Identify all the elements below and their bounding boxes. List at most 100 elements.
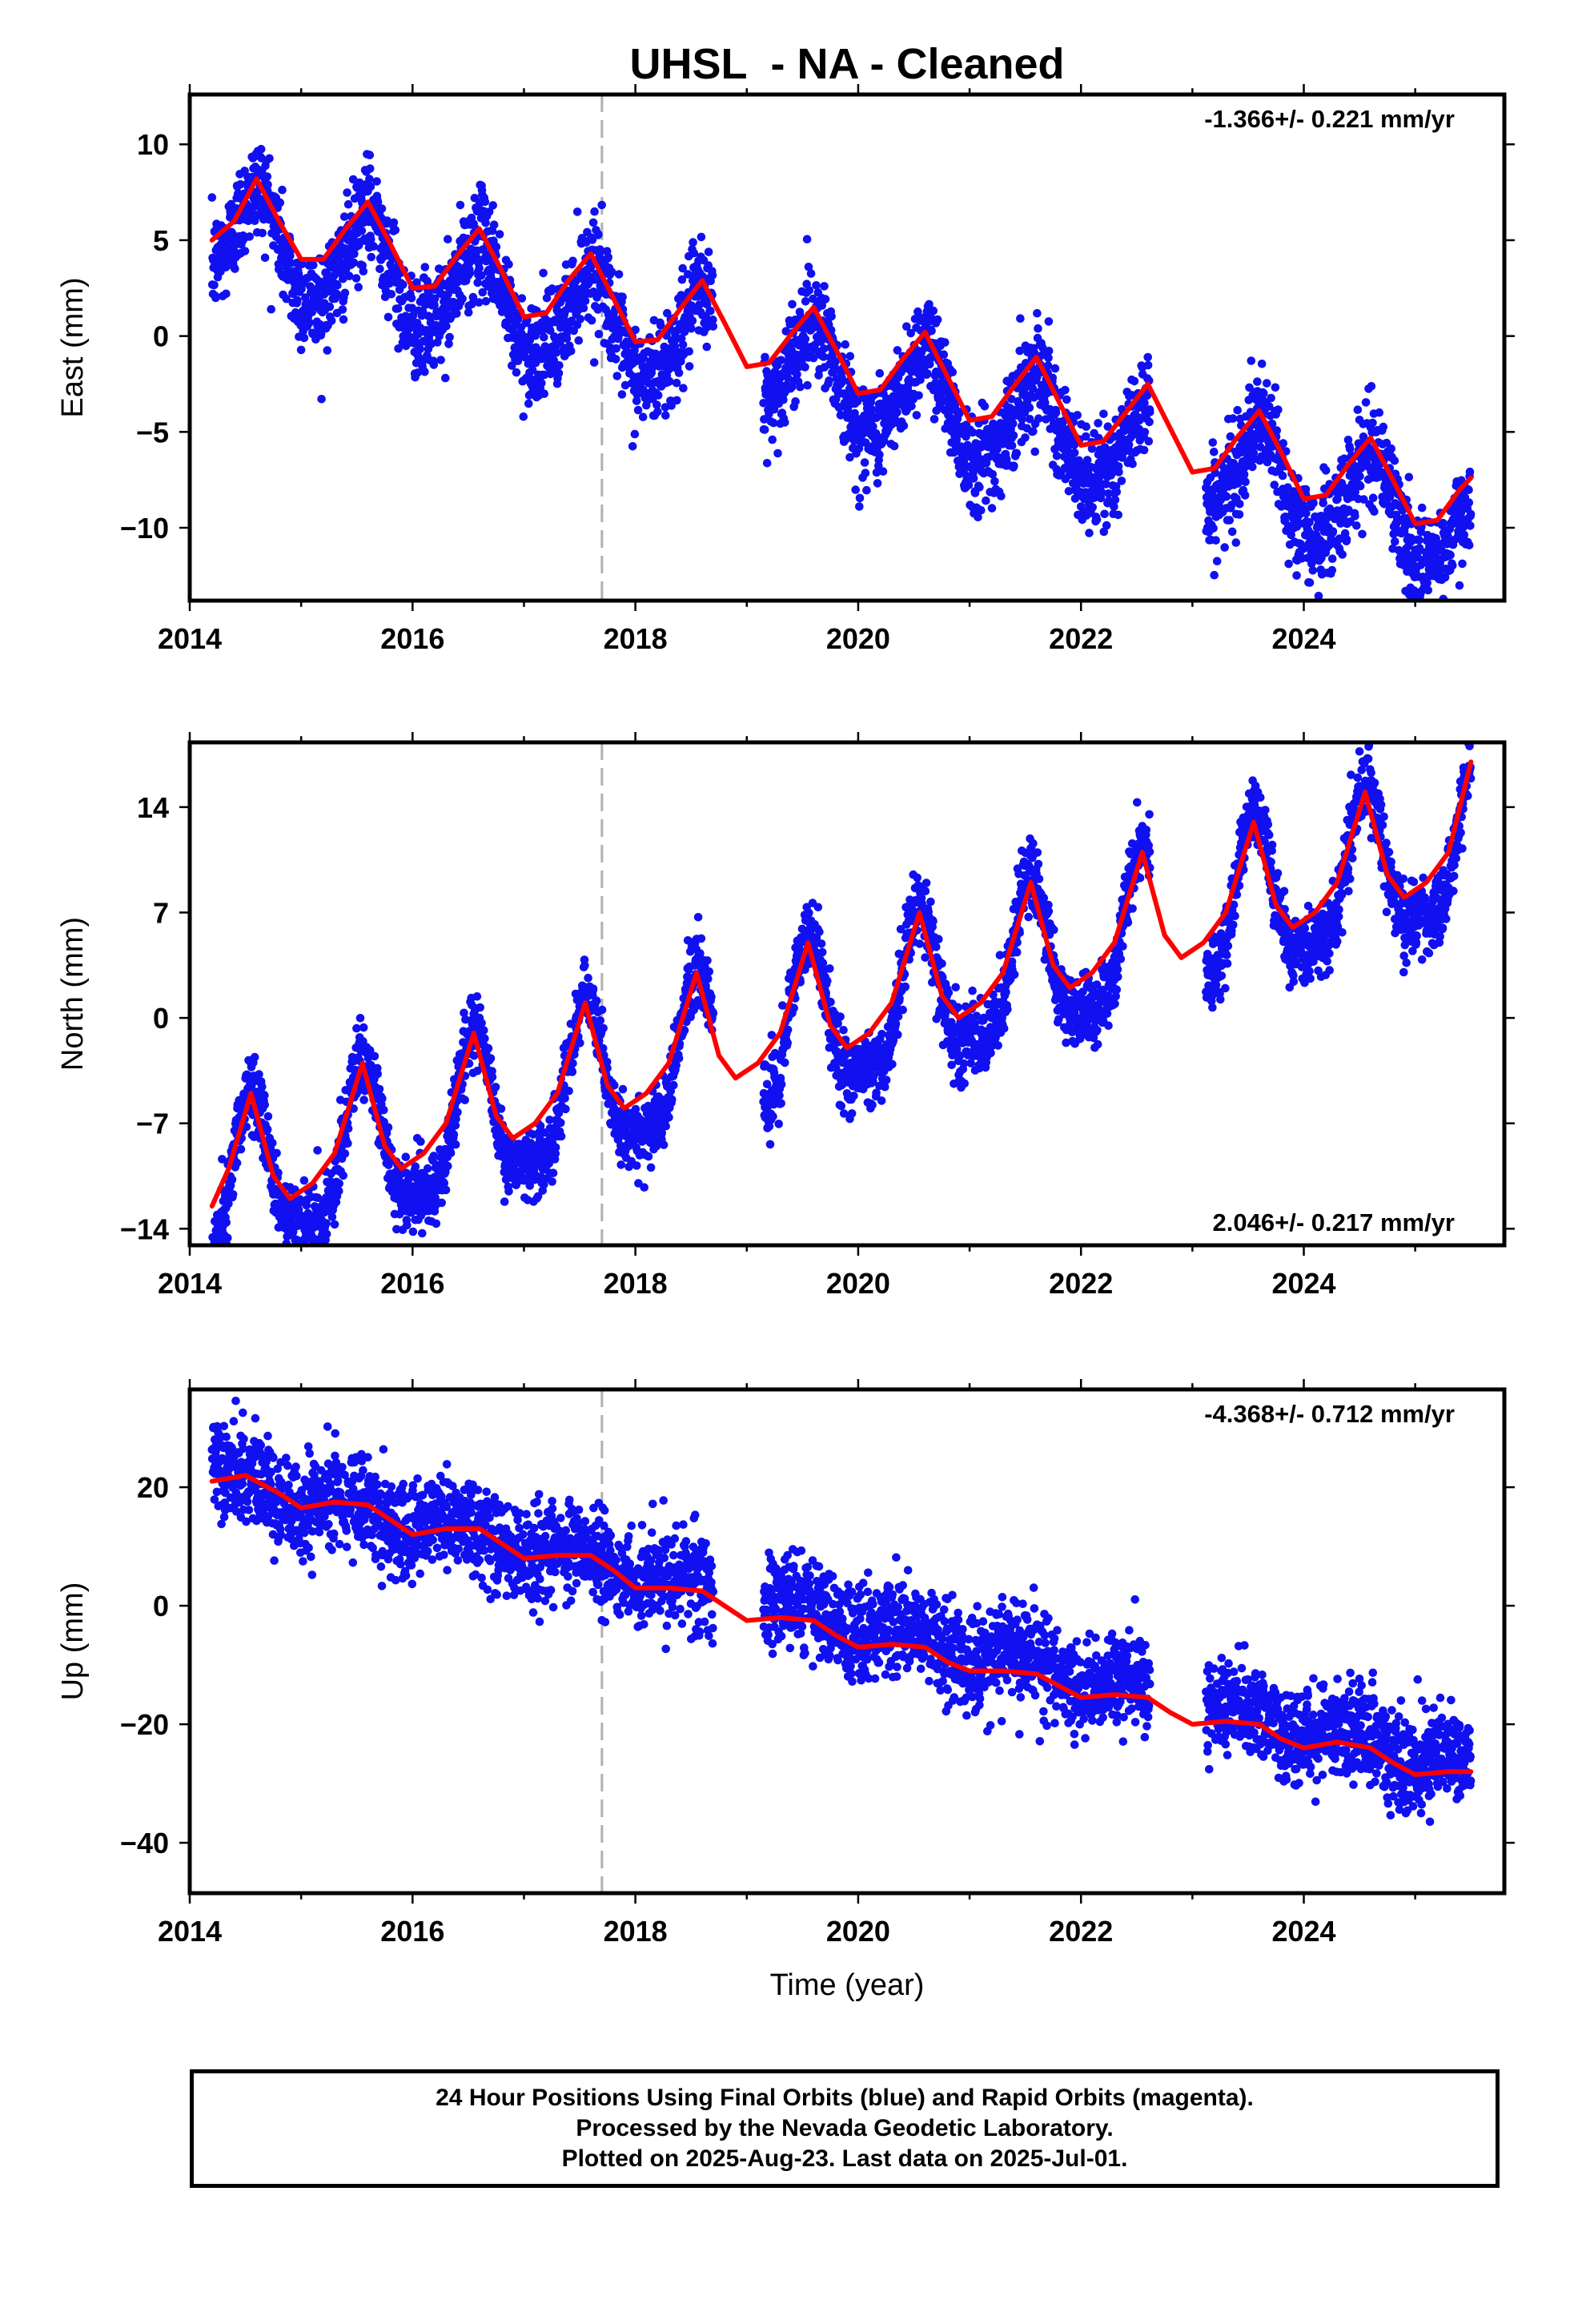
data-point	[365, 164, 375, 173]
data-point	[1421, 617, 1430, 625]
data-point	[1210, 448, 1219, 456]
data-point	[542, 293, 552, 303]
data-point	[317, 395, 326, 404]
velocity-annotation: -1.366+/- 0.221 mm/yr	[1204, 105, 1455, 133]
data-point	[678, 340, 688, 349]
data-point	[1351, 512, 1359, 521]
data-point	[970, 489, 980, 497]
data-point	[1130, 376, 1139, 386]
data-point	[927, 326, 936, 336]
data-point	[297, 1281, 306, 1290]
data-point	[1465, 467, 1475, 476]
data-point	[1368, 418, 1377, 428]
data-point	[1050, 364, 1060, 373]
data-point	[1321, 466, 1331, 475]
data-point	[330, 1220, 339, 1229]
data-point	[416, 344, 424, 354]
data-point	[354, 283, 363, 292]
data-point	[819, 344, 829, 353]
data-point	[855, 502, 864, 511]
data-point	[809, 353, 818, 363]
data-point	[227, 1175, 237, 1184]
data-point	[299, 333, 309, 343]
data-point	[427, 340, 436, 349]
data-point	[1227, 501, 1236, 509]
data-point	[524, 399, 533, 408]
data-point	[446, 1148, 456, 1157]
data-point	[1265, 402, 1274, 411]
data-point	[1387, 444, 1395, 453]
data-point	[345, 271, 354, 281]
data-point	[260, 1091, 269, 1100]
data-point	[275, 198, 285, 207]
data-point	[779, 395, 788, 404]
data-point	[420, 368, 429, 376]
data-point	[614, 270, 624, 279]
model-fit-curve	[209, 176, 1474, 527]
data-point	[365, 1046, 375, 1055]
data-point	[914, 391, 923, 400]
data-point	[677, 334, 686, 343]
data-point	[526, 1139, 536, 1148]
data-point	[939, 350, 949, 360]
data-point	[1140, 398, 1149, 408]
data-point	[231, 264, 239, 273]
data-point	[1007, 441, 1017, 450]
data-point	[411, 1162, 420, 1171]
data-point	[1328, 527, 1338, 536]
data-point	[370, 1051, 379, 1061]
data-point	[313, 1146, 322, 1155]
data-point	[263, 1112, 273, 1121]
data-point	[568, 256, 577, 266]
data-point	[222, 289, 231, 299]
data-point	[1062, 395, 1071, 404]
data-point	[359, 267, 368, 276]
data-point	[964, 480, 974, 490]
data-point	[272, 1148, 281, 1158]
data-point	[335, 1187, 343, 1196]
data-point	[349, 258, 359, 267]
data-points	[208, 742, 1476, 1290]
data-point	[1146, 408, 1154, 416]
data-point	[327, 316, 336, 325]
data-point	[436, 356, 445, 364]
data-point	[1368, 493, 1378, 502]
data-point	[477, 1019, 486, 1027]
data-point	[1110, 495, 1120, 505]
data-point	[990, 476, 999, 486]
data-point	[393, 304, 403, 313]
data-point	[1073, 411, 1082, 420]
data-point	[1342, 484, 1351, 493]
data-point	[988, 469, 998, 479]
data-point	[820, 282, 829, 291]
data-point	[1085, 529, 1094, 537]
data-point	[1145, 417, 1154, 427]
data-point	[1257, 360, 1267, 368]
data-point	[242, 1122, 251, 1132]
data-point	[630, 429, 640, 439]
data-point	[296, 345, 306, 355]
data-point	[819, 352, 828, 361]
data-point	[391, 226, 400, 235]
data-point	[773, 448, 782, 458]
data-point	[562, 334, 572, 344]
data-point	[313, 1254, 322, 1263]
data-point	[1002, 454, 1011, 464]
data-point	[537, 379, 546, 388]
data-point	[1228, 414, 1238, 423]
data-point	[389, 218, 399, 227]
data-point	[267, 304, 276, 314]
data-point	[1222, 492, 1231, 501]
data-point	[689, 248, 699, 258]
data-point	[218, 1155, 227, 1164]
data-point	[1314, 591, 1323, 601]
data-point	[441, 373, 450, 383]
data-point	[1390, 456, 1399, 465]
data-point	[982, 496, 990, 505]
data-point	[566, 347, 576, 356]
data-point	[351, 274, 361, 283]
data-point	[512, 368, 521, 377]
data-point	[687, 324, 696, 333]
data-point	[907, 401, 916, 411]
data-point	[332, 289, 342, 299]
